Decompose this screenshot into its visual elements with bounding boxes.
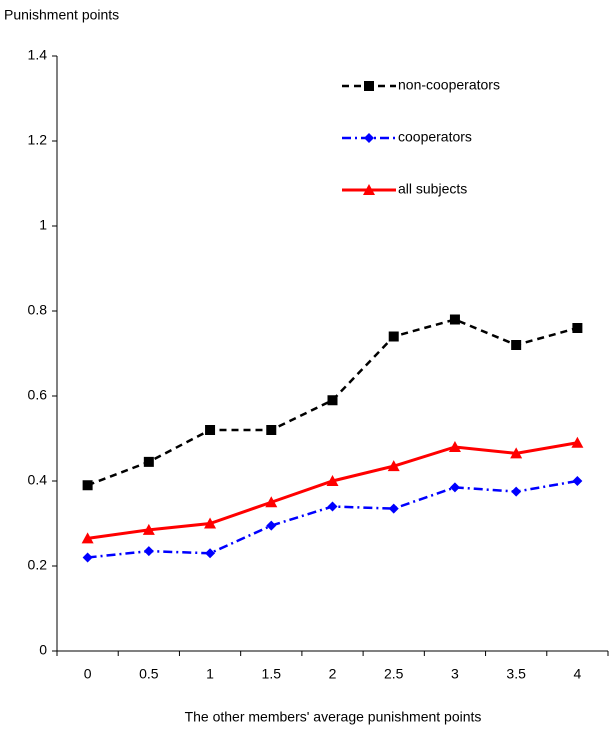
legend-marker	[364, 81, 374, 91]
x-tick-label: 1	[206, 666, 214, 682]
x-tick-label: 1.5	[262, 666, 282, 682]
legend-label: cooperators	[398, 129, 472, 145]
data-point	[143, 456, 154, 467]
x-tick-label: 2.5	[384, 666, 404, 682]
legend-label: all subjects	[398, 181, 467, 197]
y-tick-label: 0.2	[28, 557, 48, 573]
series-line	[87, 318, 578, 487]
data-point	[327, 501, 338, 512]
y-tick-label: 0.4	[28, 472, 48, 488]
y-tick-label: 0	[39, 642, 47, 658]
y-tick-label: 1.4	[28, 47, 48, 63]
data-point	[266, 425, 277, 435]
x-tick-label: 2	[329, 666, 337, 682]
data-point	[572, 323, 583, 333]
x-tick-label: 4	[573, 666, 581, 682]
y-tick-label: 1.2	[28, 132, 48, 148]
y-tick-label: 1	[39, 217, 47, 233]
data-point	[449, 314, 460, 325]
data-point	[143, 546, 154, 557]
data-point	[449, 482, 460, 493]
data-point	[571, 436, 584, 448]
data-point	[82, 552, 93, 563]
data-point	[511, 340, 522, 350]
x-tick-label: 3	[451, 666, 459, 682]
x-tick-label: 0.5	[139, 666, 159, 682]
data-point	[81, 532, 94, 544]
x-tick-label: 3.5	[506, 666, 526, 682]
data-point	[327, 395, 338, 406]
data-point	[204, 517, 217, 529]
x-tick-label: 0	[84, 666, 92, 682]
data-point	[265, 496, 278, 508]
data-point	[205, 548, 216, 559]
series-line	[87, 441, 578, 540]
data-point	[387, 460, 400, 472]
data-point	[510, 447, 523, 459]
y-tick-label: 0.6	[28, 387, 48, 403]
data-point	[82, 480, 93, 491]
series-line	[87, 479, 578, 559]
data-point	[511, 486, 522, 497]
data-point	[142, 523, 155, 535]
data-point	[572, 476, 583, 486]
legend-marker	[363, 184, 375, 195]
data-point	[205, 425, 216, 435]
data-point	[448, 441, 461, 452]
data-point	[266, 520, 277, 531]
data-point	[388, 503, 399, 514]
legend-marker	[364, 133, 374, 143]
y-axis-title: Punishment points	[4, 7, 119, 23]
x-axis-title: The other members' average punishment po…	[185, 709, 482, 725]
data-point	[388, 331, 399, 342]
y-tick-label: 0.8	[28, 302, 48, 318]
data-point	[326, 475, 339, 486]
legend-label: non-cooperators	[398, 77, 500, 93]
